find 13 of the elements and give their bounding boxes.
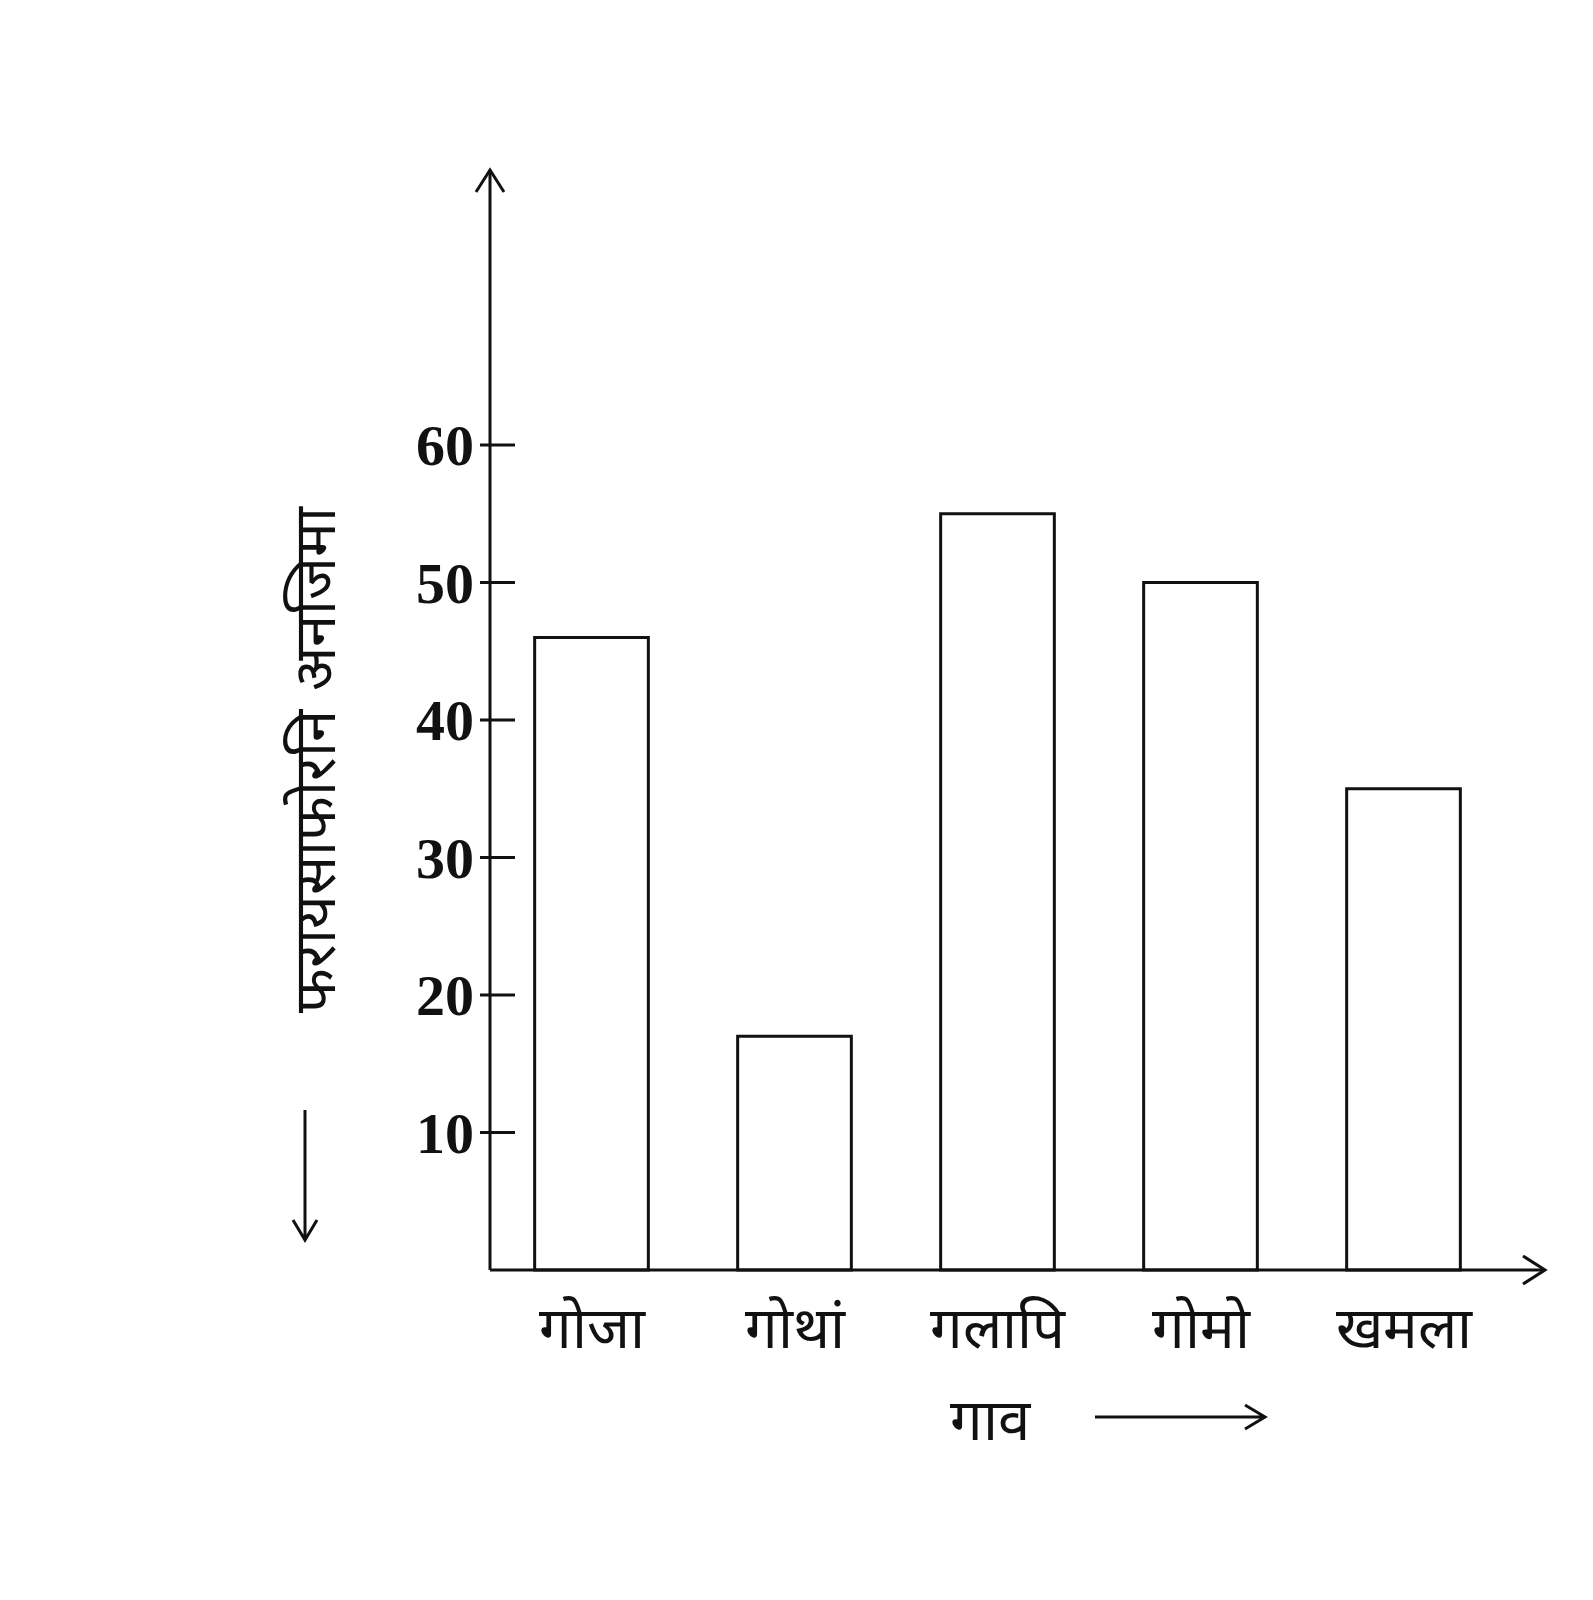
y-tick-label: 20 <box>416 963 474 1028</box>
x-tick-label: खमला <box>1335 1294 1473 1362</box>
x-axis-title: गाव <box>950 1386 1032 1454</box>
x-tick-label: गलापि <box>930 1294 1066 1362</box>
y-tick-label: 30 <box>416 825 474 891</box>
y-tick-label: 60 <box>416 413 474 478</box>
y-tick-label: 50 <box>416 550 474 616</box>
x-tick-label: गोमो <box>1151 1294 1251 1362</box>
y-tick-label: 40 <box>416 688 474 753</box>
y-axis-title: फरायसाफोरनि अनजिमा <box>281 506 349 1013</box>
y-tick-label: 10 <box>416 1100 474 1166</box>
x-tick-label: गोथां <box>744 1294 846 1362</box>
x-tick-label: गोजा <box>538 1294 646 1362</box>
